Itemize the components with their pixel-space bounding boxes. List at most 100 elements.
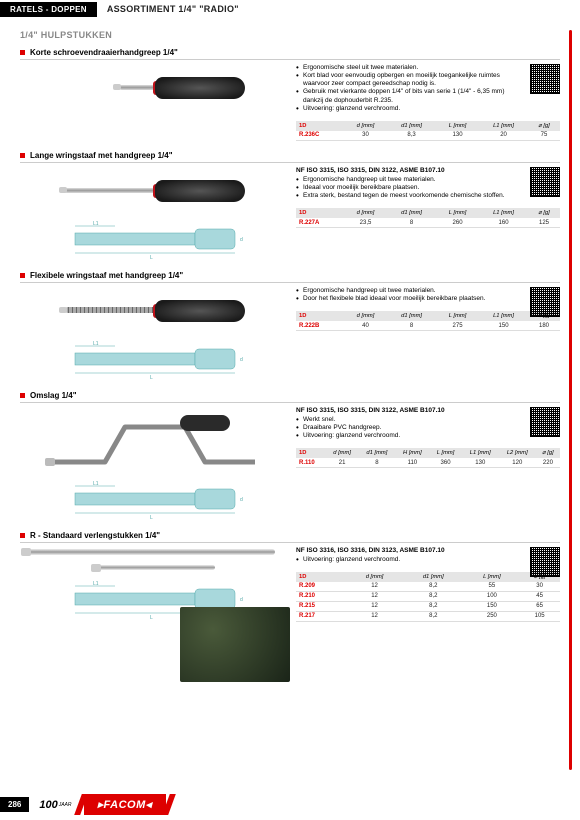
section-subheader: 1/4" HULPSTUKKEN: [20, 30, 580, 40]
description-item: Extra sterk, bestand tegen de meest voor…: [296, 192, 525, 200]
table-header-cell: L [mm]: [436, 208, 479, 218]
description-list: Ergonomische steel uit twee materialen.K…: [296, 64, 560, 113]
table-cell: 8,2: [402, 582, 464, 592]
description-item: Uitvoering: glanzend verchroomd.: [296, 556, 525, 564]
description-item: Uitvoering: glanzend verchroomd.: [296, 432, 525, 440]
product-left: [20, 64, 290, 141]
description-item: Werkt snel.: [296, 416, 525, 424]
table-header-cell: ⌀ [g]: [528, 208, 560, 218]
table-cell: 150: [465, 601, 520, 611]
brand-logo: ▸FACOM◂: [84, 794, 166, 815]
table-header-cell: 1D: [296, 311, 344, 321]
table-cell: 8: [387, 321, 436, 331]
table-cell: R.110: [296, 458, 326, 468]
product-left: LL1d: [20, 167, 290, 261]
description-item: Ergonomische handgreep uit twee material…: [296, 176, 525, 184]
svg-text:L: L: [150, 255, 153, 261]
product-block: Flexibele wringstaaf met handgreep 1/4" L…: [20, 271, 560, 381]
table-cell: 40: [344, 321, 387, 331]
product-right: Ergonomische steel uit twee materialen.K…: [290, 64, 560, 141]
table-cell: 150: [479, 321, 528, 331]
product-left: LL1d: [20, 287, 290, 381]
table-cell: 12: [347, 582, 402, 592]
svg-text:L: L: [150, 515, 153, 521]
side-accent-bar: [569, 30, 572, 770]
table-cell: R.209: [296, 582, 347, 592]
table-cell: 12: [347, 611, 402, 621]
table-cell: 360: [429, 458, 461, 468]
table-cell: 105: [519, 611, 560, 621]
svg-text:d: d: [240, 597, 243, 603]
table-cell: 75: [528, 131, 560, 141]
svg-text:L: L: [150, 375, 153, 381]
product-body: LL1d NF ISO 3315, ISO 3315, DIN 3122, ASM…: [20, 167, 560, 261]
table-header-cell: L [mm]: [436, 121, 479, 131]
table-cell: 220: [536, 458, 560, 468]
table-cell: 130: [462, 458, 499, 468]
table-row: R.227A23,58260160125: [296, 218, 560, 228]
table-cell: 260: [436, 218, 479, 228]
table-header-cell: ⌀ [g]: [536, 448, 560, 458]
table-header-cell: L1 [mm]: [479, 208, 528, 218]
description-list: Werkt snel.Draaibare PVC handgreep.Uitvo…: [296, 416, 560, 440]
table-cell: 8,2: [402, 611, 464, 621]
table-cell: 275: [436, 321, 479, 331]
product-title-row: R - Standaard verlengstukken 1/4": [20, 531, 560, 543]
table-header-cell: d [mm]: [347, 572, 402, 582]
table-header-cell: 1D: [296, 208, 344, 218]
description-list: Ergonomische handgreep uit twee material…: [296, 287, 560, 303]
spec-table: 1Dd [mm]d1 [mm]L [mm]L1 [mm]⌀ [g]R.227A2…: [296, 208, 560, 228]
page-number: 286: [0, 797, 29, 812]
product-block: R - Standaard verlengstukken 1/4" L L1 d NF …: [20, 531, 560, 622]
product-image: [20, 167, 290, 217]
product-left: L L1 d: [20, 547, 290, 622]
table-header-cell: L [mm]: [429, 448, 461, 458]
spec-table: 1Dd [mm]d1 [mm]L [mm]L1 [mm]⌀ [g]R.236C3…: [296, 121, 560, 141]
table-row: R.222B408275150180: [296, 321, 560, 331]
svg-text:L: L: [150, 615, 153, 621]
standards-text: NF ISO 3315, ISO 3315, DIN 3122, ASME B1…: [296, 167, 560, 174]
category-label: RATELS - DOPPEN: [0, 2, 97, 17]
description-item: Ergonomische steel uit twee materialen.: [296, 64, 525, 72]
product-title: Lange wringstaaf met handgreep 1/4": [30, 151, 173, 160]
brand-text: FACOM: [104, 799, 146, 811]
table-cell: 30: [519, 582, 560, 592]
svg-text:d: d: [240, 497, 243, 503]
product-title-row: Lange wringstaaf met handgreep 1/4": [20, 151, 560, 163]
table-cell: 8,3: [387, 131, 436, 141]
svg-text:d: d: [240, 237, 243, 243]
table-cell: R.215: [296, 601, 347, 611]
table-header-cell: ⌀ [g]: [528, 121, 560, 131]
bullet-icon: [20, 533, 25, 538]
product-block: Korte schroevendraaierhandgreep 1/4"Ergo…: [20, 48, 560, 141]
table-header-cell: d1 [mm]: [402, 572, 464, 582]
spec-table: 1Dd [mm]d1 [mm]H [mm]L [mm]L1 [mm]L2 [mm…: [296, 448, 560, 468]
table-cell: 12: [347, 601, 402, 611]
table-cell: 250: [465, 611, 520, 621]
table-header-cell: L [mm]: [465, 572, 520, 582]
table-header-cell: d1 [mm]: [387, 121, 436, 131]
table-cell: 30: [344, 131, 387, 141]
table-cell: 45: [519, 591, 560, 601]
table-row: R.236C308,31302075: [296, 131, 560, 141]
table-header-cell: d1 [mm]: [387, 208, 436, 218]
product-image: [20, 287, 290, 337]
svg-text:L1: L1: [93, 581, 99, 587]
table-cell: 125: [528, 218, 560, 228]
table-header-cell: d [mm]: [344, 311, 387, 321]
dimension-diagram: LL1d: [20, 221, 290, 261]
spec-table: 1Dd [mm]d1 [mm]L [mm]⌀ [g]R.209128,25530…: [296, 572, 560, 622]
page-footer: 286 100 JAAR ▸FACOM◂: [0, 794, 580, 815]
description-item: Uitvoering: glanzend verchroomd.: [296, 105, 525, 113]
context-photo: [180, 607, 290, 682]
product-title: Flexibele wringstaaf met handgreep 1/4": [30, 271, 183, 280]
table-cell: 8,2: [402, 591, 464, 601]
qr-code-icon: [530, 167, 560, 197]
product-block: Omslag 1/4"LL1dNF ISO 3315, ISO 3315, DI…: [20, 391, 560, 521]
standards-text: NF ISO 3316, ISO 3316, DIN 3123, ASME B1…: [296, 547, 560, 554]
table-cell: 100: [465, 591, 520, 601]
table-cell: 21: [326, 458, 359, 468]
product-image: [20, 547, 290, 577]
table-cell: R.217: [296, 611, 347, 621]
table-header-cell: d [mm]: [344, 208, 387, 218]
